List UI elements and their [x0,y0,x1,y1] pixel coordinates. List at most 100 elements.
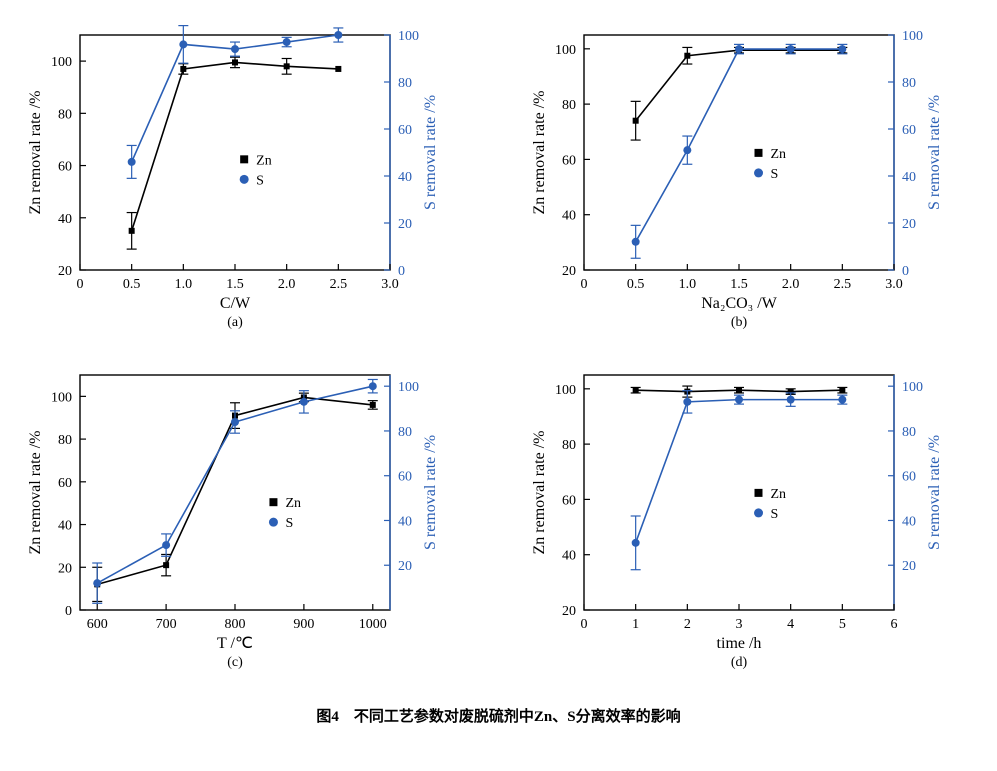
svg-text:20: 20 [398,217,412,232]
svg-text:60: 60 [58,476,72,491]
svg-text:20: 20 [398,559,412,574]
svg-text:1000: 1000 [359,617,387,632]
svg-text:Zn removal rate /%: Zn removal rate /% [27,91,44,215]
svg-text:S removal rate /%: S removal rate /% [422,95,439,210]
svg-text:1.0: 1.0 [678,277,696,292]
svg-text:600: 600 [87,617,108,632]
svg-text:1.5: 1.5 [226,277,244,292]
svg-text:0.5: 0.5 [123,277,141,292]
svg-text:(c): (c) [227,655,243,670]
svg-text:40: 40 [58,212,72,227]
svg-text:100: 100 [902,380,923,395]
svg-text:100: 100 [555,383,576,398]
svg-text:3.0: 3.0 [885,277,903,292]
svg-text:S: S [770,167,778,182]
svg-text:Zn: Zn [285,496,301,511]
svg-text:1.5: 1.5 [730,277,748,292]
svg-text:Zn removal rate /%: Zn removal rate /% [531,431,548,555]
svg-text:0: 0 [77,277,84,292]
chart-svg: 600 700 800 900 1000 0 20 40 60 80 100 20 40 60 80 100 T… [20,360,450,670]
svg-text:1.0: 1.0 [175,277,193,292]
svg-text:100: 100 [51,390,72,405]
svg-text:80: 80 [902,76,916,91]
panel-b: 0 0.5 1.0 1.5 2.0 2.5 3.0 20 40 60 80 100 0 20 40 60 80 1… [524,20,978,330]
svg-text:60: 60 [58,160,72,175]
svg-text:40: 40 [58,519,72,534]
svg-text:3.0: 3.0 [381,277,399,292]
svg-text:40: 40 [902,514,916,529]
figure-caption: 图4 不同工艺参数对废脱硫剂中Zn、S分离效率的影响 [20,705,977,726]
svg-text:0.5: 0.5 [626,277,644,292]
svg-text:2.5: 2.5 [833,277,851,292]
svg-text:80: 80 [398,425,412,440]
chart-svg: 0 1 2 3 4 5 6 20 40 60 80 100 20 40 60 80 100 time /h (d) Z… [524,360,954,670]
svg-text:60: 60 [562,493,576,508]
svg-text:900: 900 [293,617,314,632]
svg-text:60: 60 [398,470,412,485]
svg-text:5: 5 [838,617,845,632]
svg-text:Zn: Zn [256,153,272,168]
svg-text:700: 700 [156,617,177,632]
svg-text:20: 20 [902,559,916,574]
svg-text:3: 3 [735,617,742,632]
svg-text:0: 0 [902,264,909,279]
svg-text:0: 0 [398,264,405,279]
svg-text:20: 20 [562,264,576,279]
svg-text:(b): (b) [730,315,747,330]
svg-text:20: 20 [902,217,916,232]
chart-svg: 0 0.5 1.0 1.5 2.0 2.5 3.0 20 40 60 80 100 0 20 40 60 80 1… [524,20,954,330]
svg-text:60: 60 [562,153,576,168]
figure-grid: 00.51.01.52.02.53.0204060801000204060801… [20,20,977,726]
svg-text:2: 2 [683,617,690,632]
svg-text:0: 0 [580,617,587,632]
svg-text:40: 40 [562,549,576,564]
svg-text:80: 80 [562,438,576,453]
svg-text:T /℃: T /℃ [217,635,253,652]
svg-text:1: 1 [632,617,639,632]
svg-text:80: 80 [562,98,576,113]
svg-text:Zn removal rate /%: Zn removal rate /% [27,431,44,555]
panel-d: 0 1 2 3 4 5 6 20 40 60 80 100 20 40 60 80 100 time /h (d) Z… [524,360,978,670]
svg-text:100: 100 [902,29,923,44]
svg-text:Zn removal rate /%: Zn removal rate /% [531,91,548,215]
svg-text:C/W: C/W [220,295,251,312]
svg-text:100: 100 [398,380,419,395]
svg-text:Na₂CO₃ /W: Na₂CO₃ /W [701,295,777,312]
svg-text:60: 60 [398,123,412,138]
svg-text:80: 80 [398,76,412,91]
svg-text:100: 100 [51,55,72,70]
svg-text:4: 4 [787,617,794,632]
svg-text:S: S [256,173,264,188]
svg-text:S removal rate /%: S removal rate /% [926,95,943,210]
svg-text:0: 0 [65,604,72,619]
chart-svg: 0 0.5 1.0 1.5 2.0 2.5 3.0 20 40 60 80 100 0 20 40 60 80 1… [20,20,450,330]
svg-text:20: 20 [58,264,72,279]
svg-text:6: 6 [890,617,897,632]
panel-a: 0 0.5 1.0 1.5 2.0 2.5 3.0 20 40 60 80 100 0 20 40 60 80 1… [20,20,474,330]
svg-text:Zn: Zn [770,147,786,162]
svg-text:80: 80 [58,107,72,122]
svg-text:2.0: 2.0 [781,277,799,292]
svg-text:40: 40 [562,209,576,224]
svg-text:60: 60 [902,470,916,485]
svg-text:time /h: time /h [716,635,761,652]
svg-text:20: 20 [58,561,72,576]
svg-text:0: 0 [580,277,587,292]
svg-text:S: S [770,507,778,522]
svg-text:800: 800 [225,617,246,632]
svg-text:80: 80 [902,425,916,440]
svg-text:100: 100 [398,29,419,44]
svg-text:40: 40 [398,514,412,529]
svg-text:20: 20 [562,604,576,619]
svg-text:60: 60 [902,123,916,138]
svg-text:100: 100 [555,43,576,58]
panel-c: 600 700 800 900 1000 0 20 40 60 80 100 20 40 60 80 100 T… [20,360,474,670]
svg-text:2.0: 2.0 [278,277,296,292]
svg-text:40: 40 [902,170,916,185]
svg-text:S removal rate /%: S removal rate /% [926,435,943,550]
svg-text:2.5: 2.5 [330,277,348,292]
svg-text:40: 40 [398,170,412,185]
svg-text:S: S [285,516,293,531]
svg-text:(d): (d) [730,655,747,670]
svg-text:80: 80 [58,433,72,448]
